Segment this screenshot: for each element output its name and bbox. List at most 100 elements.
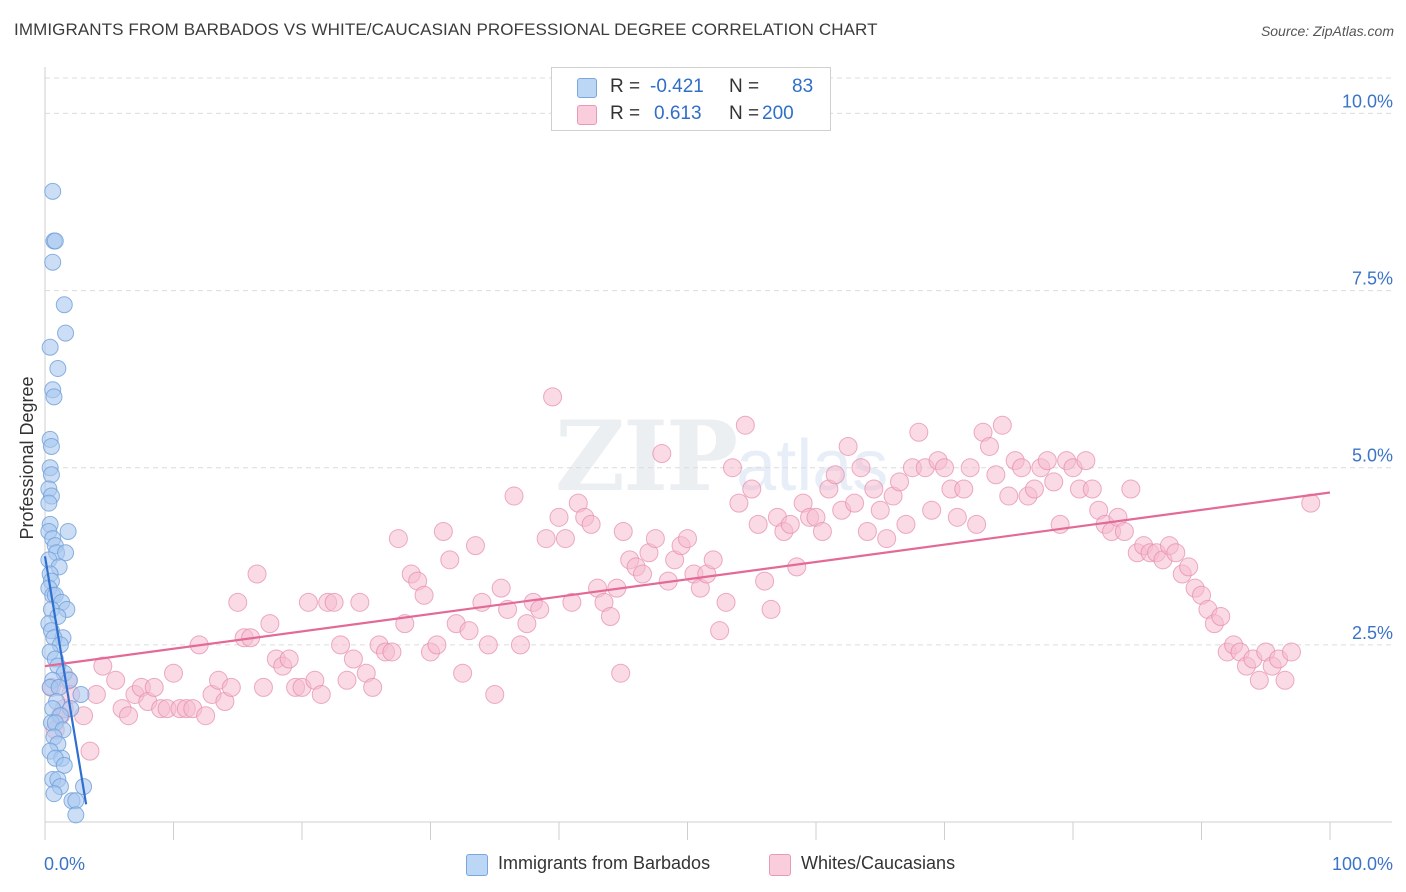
point-whites <box>363 677 383 697</box>
point-whites <box>992 415 1012 435</box>
point-whites <box>337 670 357 690</box>
point-whites <box>331 635 351 655</box>
point-whites <box>967 514 987 534</box>
point-whites <box>530 599 550 619</box>
point-barbados <box>41 338 59 356</box>
point-whites <box>825 465 845 485</box>
point-whites <box>761 599 781 619</box>
point-whites <box>144 677 164 697</box>
point-whites <box>298 592 318 612</box>
point-whites <box>510 635 530 655</box>
point-barbados <box>55 296 73 314</box>
point-whites <box>485 684 505 704</box>
correlation-legend: R = -0.421 N = 83 R = 0.613 N = 200 <box>551 67 831 131</box>
point-barbados <box>46 232 64 250</box>
point-whites <box>954 479 974 499</box>
point-whites <box>922 500 942 520</box>
legend-row-barbados: R = -0.421 N = 83 <box>552 74 830 100</box>
point-whites <box>453 663 473 683</box>
legend-swatch-pink <box>577 105 597 125</box>
point-whites <box>1024 479 1044 499</box>
series-immigrants-from-barbados <box>40 182 93 824</box>
point-whites <box>517 614 537 634</box>
point-whites <box>440 550 460 570</box>
point-whites <box>1166 543 1186 563</box>
point-barbados <box>42 437 60 455</box>
point-whites <box>600 607 620 627</box>
point-barbados <box>67 792 85 810</box>
point-whites <box>562 592 582 612</box>
point-whites <box>1037 451 1057 471</box>
point-barbados <box>67 806 85 824</box>
point-whites <box>80 741 100 761</box>
point-whites <box>382 642 402 662</box>
legend-swatch-blue <box>577 78 597 98</box>
point-whites <box>645 529 665 549</box>
point-barbados <box>72 685 90 703</box>
point-whites <box>491 578 511 598</box>
point-barbados <box>57 324 75 342</box>
point-whites <box>93 656 113 676</box>
legend-swatch-blue <box>466 854 488 876</box>
point-whites <box>780 514 800 534</box>
legend-row-whites: R = 0.613 N = 200 <box>552 101 830 127</box>
point-barbados <box>40 494 58 512</box>
point-whites <box>221 677 241 697</box>
point-whites <box>716 592 736 612</box>
point-whites <box>1114 521 1134 541</box>
point-whites <box>1082 479 1102 499</box>
point-whites <box>228 592 248 612</box>
point-whites <box>857 521 877 541</box>
point-barbados <box>44 182 62 200</box>
y-tick-label: 5.0% <box>1352 446 1393 466</box>
point-whites <box>864 479 884 499</box>
point-whites <box>324 592 344 612</box>
point-whites <box>1076 451 1096 471</box>
point-whites <box>549 507 569 527</box>
legend-n-value: 200 <box>762 103 794 124</box>
point-whites <box>536 529 556 549</box>
point-whites <box>253 677 273 697</box>
point-barbados <box>45 388 63 406</box>
legend-r-label: R = <box>610 103 641 124</box>
point-barbados <box>57 544 75 562</box>
trend-line-barbados <box>43 556 88 805</box>
point-whites <box>838 436 858 456</box>
point-whites <box>742 479 762 499</box>
y-tick-label: 7.5% <box>1352 269 1393 289</box>
legend-n-label: N = <box>729 103 760 124</box>
point-whites <box>1179 557 1199 577</box>
point-whites <box>414 585 434 605</box>
point-barbados <box>42 466 60 484</box>
x-tick-label: 100.0% <box>1332 854 1393 874</box>
source-credit: Source: ZipAtlas.com <box>1260 23 1394 39</box>
series-whites-caucasians <box>41 387 1321 761</box>
point-whites <box>1012 458 1032 478</box>
point-whites <box>343 649 363 669</box>
point-whites <box>896 514 916 534</box>
point-whites <box>388 529 408 549</box>
y-axis-title: Professional Degree <box>17 376 37 539</box>
point-whites <box>999 486 1019 506</box>
point-whites <box>1211 607 1231 627</box>
point-whites <box>710 621 730 641</box>
point-whites <box>870 500 890 520</box>
point-whites <box>1121 479 1141 499</box>
point-barbados <box>49 360 67 378</box>
watermark-zip: ZIP <box>555 400 738 513</box>
legend-label-whites: Whites/Caucasians <box>801 853 956 873</box>
point-whites <box>633 564 653 584</box>
trend-lines <box>43 491 1331 805</box>
point-whites <box>1275 670 1295 690</box>
point-whites <box>119 706 139 726</box>
point-barbados <box>55 756 73 774</box>
point-whites <box>427 635 447 655</box>
point-whites <box>979 436 999 456</box>
point-whites <box>459 621 479 641</box>
point-whites <box>106 670 126 690</box>
point-whites <box>1281 642 1301 662</box>
point-whites <box>196 706 216 726</box>
point-whites <box>279 649 299 669</box>
legend-r-value: 0.613 <box>654 103 702 124</box>
